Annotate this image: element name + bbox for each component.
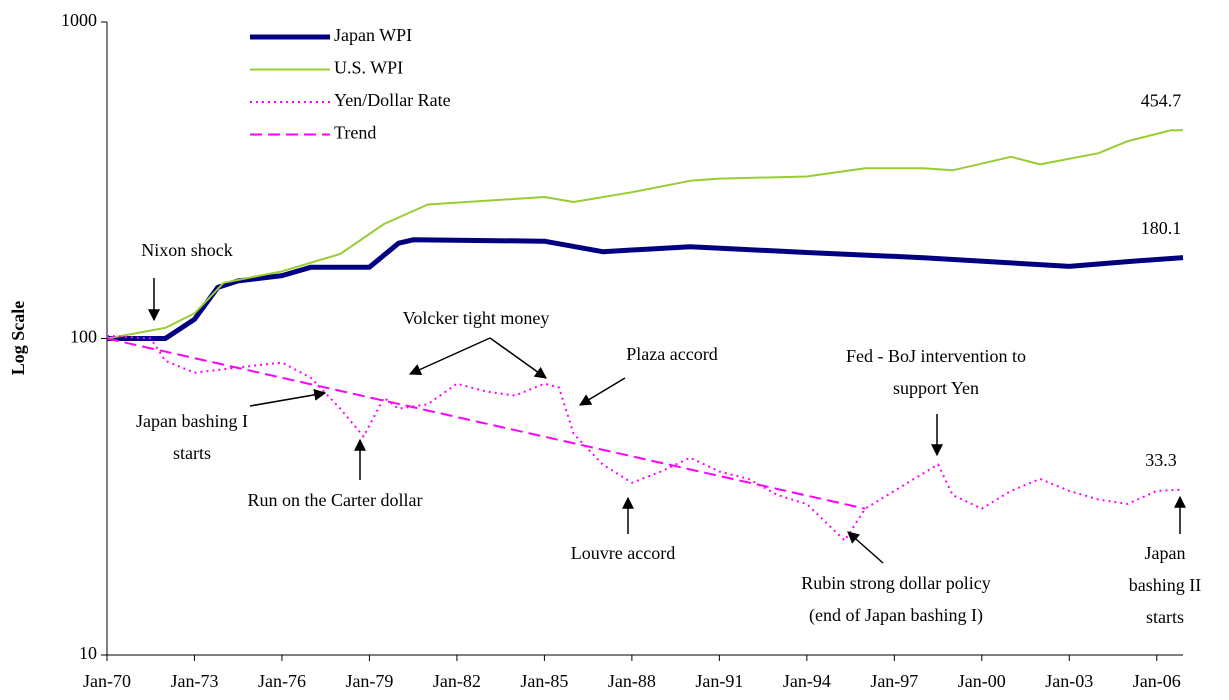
annotation: Japan <box>1145 543 1186 563</box>
legend-label: Trend <box>334 123 376 143</box>
annotation: starts <box>173 443 211 463</box>
y-tick-label: 10 <box>79 643 97 663</box>
end-value-label: 180.1 <box>1141 218 1182 238</box>
annotation-arrow <box>408 337 491 376</box>
annotation: support Yen <box>893 378 979 398</box>
x-tick-label: Jan-94 <box>783 671 831 691</box>
series-line <box>107 237 1184 341</box>
annotation: Volcker tight money <box>403 308 550 328</box>
x-tick-label: Jan-85 <box>520 671 568 691</box>
annotation-arrow <box>847 531 884 564</box>
series-line <box>106 334 1184 542</box>
annotation: Japan bashing I <box>136 411 248 431</box>
x-tick-label: Jan-03 <box>1045 671 1093 691</box>
end-value-label: 454.7 <box>1141 90 1182 110</box>
end-value-label: 33.3 <box>1145 450 1177 470</box>
annotation: Plaza accord <box>626 344 717 364</box>
annotation: Rubin strong dollar policy <box>801 573 990 593</box>
x-tick-label: Jan-00 <box>958 671 1006 691</box>
x-tick-label: Jan-91 <box>695 671 743 691</box>
annotation-arrow <box>489 337 547 379</box>
y-axis-label: Log Scale <box>8 301 28 376</box>
x-tick-label: Jan-97 <box>870 671 918 691</box>
x-tick-label: Jan-76 <box>258 671 306 691</box>
annotation: Run on the Carter dollar <box>248 490 423 510</box>
legend-label: U.S. WPI <box>334 58 403 78</box>
x-tick-label: Jan-73 <box>170 671 218 691</box>
annotation-arrow <box>249 388 327 407</box>
x-tick-label: Jan-70 <box>83 671 131 691</box>
annotation: Louvre accord <box>571 543 675 563</box>
x-tick-label: Jan-06 <box>1133 671 1181 691</box>
y-tick-label: 100 <box>70 327 97 347</box>
legend-label: Japan WPI <box>334 25 412 45</box>
annotation-arrow <box>578 377 626 406</box>
x-tick-label: Jan-88 <box>608 671 656 691</box>
annotation: (end of Japan bashing I) <box>809 605 983 626</box>
annotation: Fed - BoJ intervention to <box>846 346 1026 366</box>
annotation: Nixon shock <box>141 240 233 260</box>
series-line <box>106 129 1184 340</box>
y-tick-label: 1000 <box>61 10 97 30</box>
annotation: starts <box>1146 607 1184 627</box>
series-line <box>106 337 866 510</box>
annotation: bashing II <box>1129 575 1201 595</box>
legend-label: Yen/Dollar Rate <box>334 90 451 110</box>
x-tick-label: Jan-82 <box>433 671 481 691</box>
x-tick-label: Jan-79 <box>345 671 393 691</box>
